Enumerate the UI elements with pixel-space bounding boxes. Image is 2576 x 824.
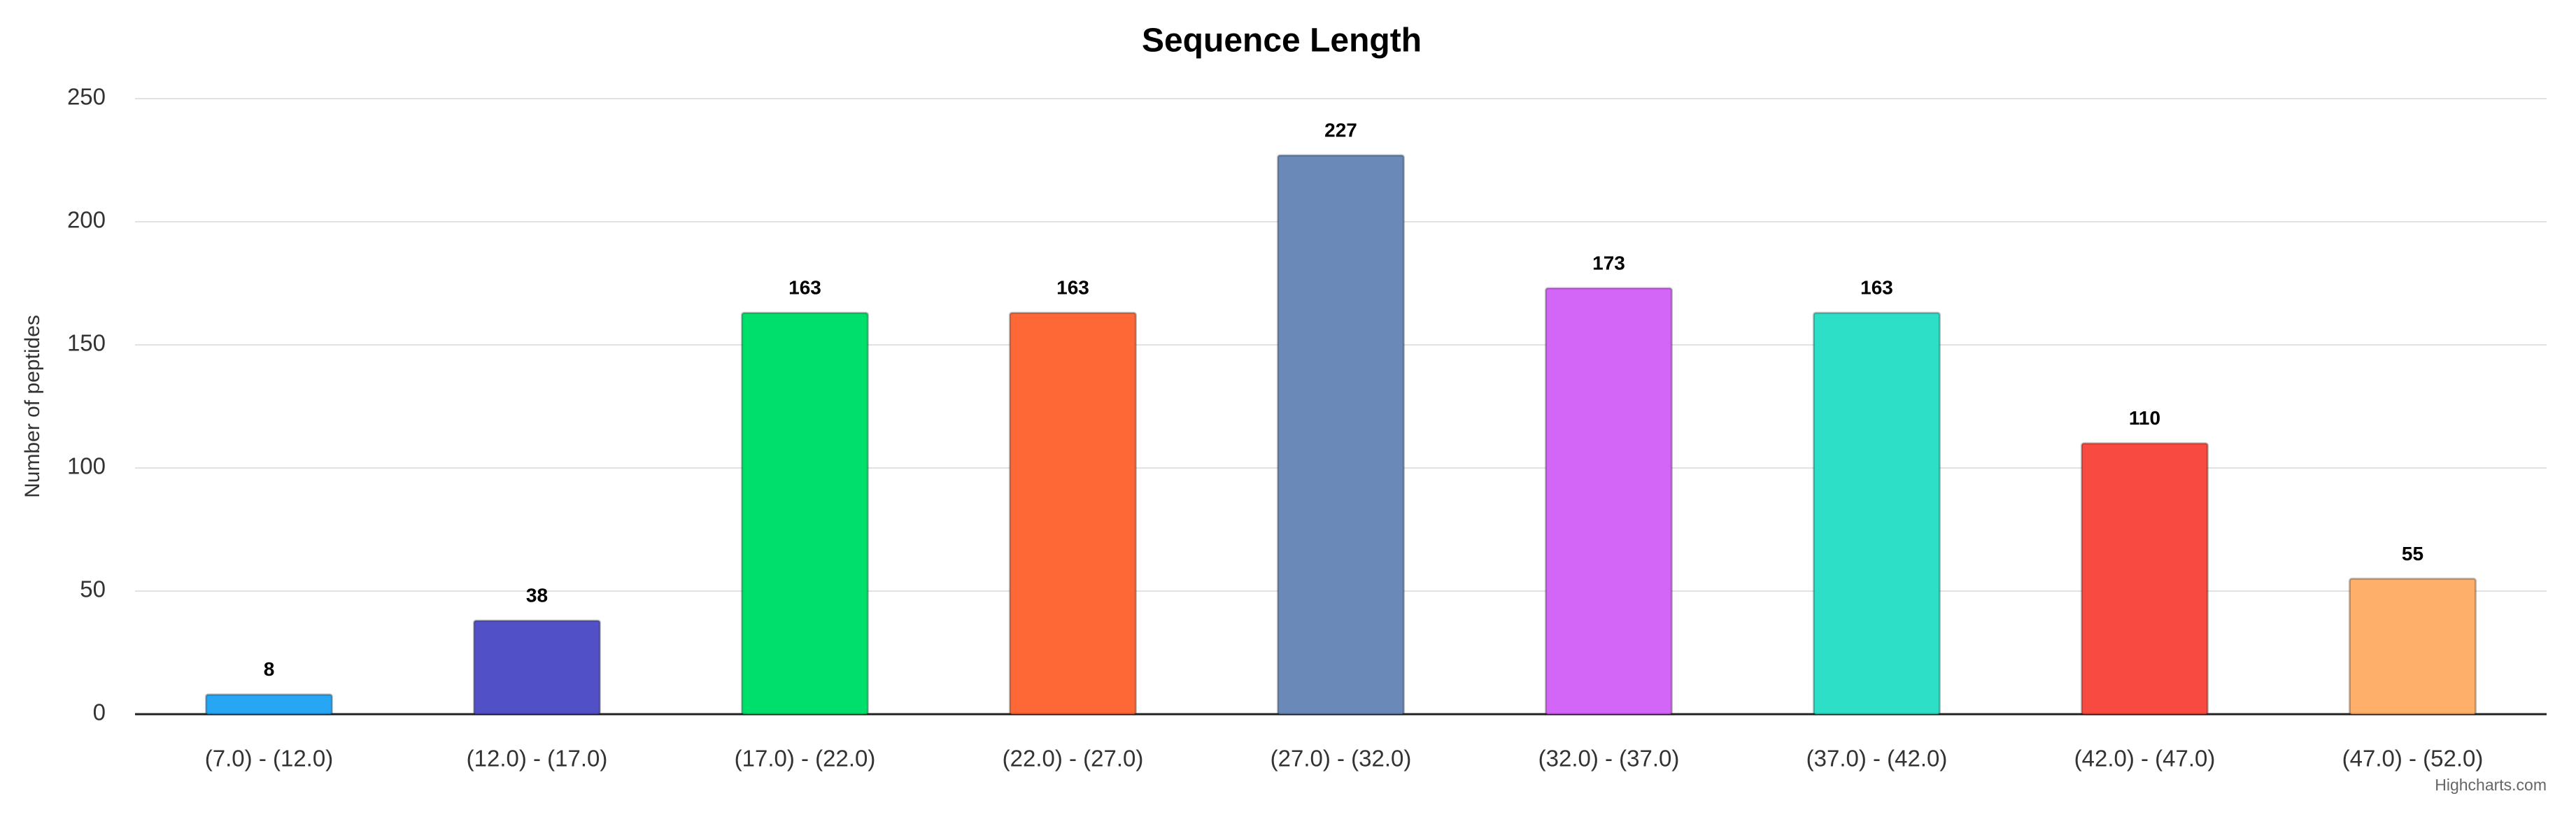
y-tick-label: 0 xyxy=(93,699,106,725)
bar xyxy=(1544,287,1673,716)
bar xyxy=(2080,442,2209,716)
bar xyxy=(1008,311,1138,716)
data-label: 8 xyxy=(264,658,275,680)
data-label: 38 xyxy=(526,585,548,606)
y-axis-title: Number of peptides xyxy=(21,315,44,498)
x-tick-label: (37.0) - (42.0) xyxy=(1806,746,1948,772)
x-tick-label: (47.0) - (52.0) xyxy=(2342,746,2484,772)
bar xyxy=(2348,577,2477,716)
x-tick-label: (7.0) - (12.0) xyxy=(205,746,333,772)
data-label: 55 xyxy=(2402,543,2423,564)
x-tick-label: (17.0) - (22.0) xyxy=(735,746,876,772)
x-tick-label: (12.0) - (17.0) xyxy=(467,746,608,772)
data-label: 173 xyxy=(1592,252,1625,274)
data-label: 227 xyxy=(1324,119,1357,141)
data-label: 163 xyxy=(1056,277,1089,299)
y-tick-label: 100 xyxy=(67,453,106,479)
y-tick-label: 150 xyxy=(67,330,106,356)
x-tick-label: (32.0) - (37.0) xyxy=(1538,746,1680,772)
x-tick-label: (42.0) - (47.0) xyxy=(2074,746,2216,772)
y-tick-label: 50 xyxy=(80,576,106,602)
x-tick-label: (27.0) - (32.0) xyxy=(1271,746,1412,772)
credits: Highcharts.com xyxy=(2435,776,2547,794)
bar xyxy=(1812,311,1941,716)
bar xyxy=(740,311,870,716)
data-label: 163 xyxy=(1860,277,1893,299)
y-tick-label: 200 xyxy=(67,207,106,233)
bar xyxy=(472,619,602,716)
bar xyxy=(1276,154,1406,716)
data-label: 163 xyxy=(788,277,821,299)
data-label: 110 xyxy=(2129,407,2160,429)
y-tick-label: 250 xyxy=(67,84,106,110)
chart-title: Sequence Length xyxy=(1142,22,1422,59)
x-tick-label: (22.0) - (27.0) xyxy=(1003,746,1144,772)
bar xyxy=(204,693,334,716)
